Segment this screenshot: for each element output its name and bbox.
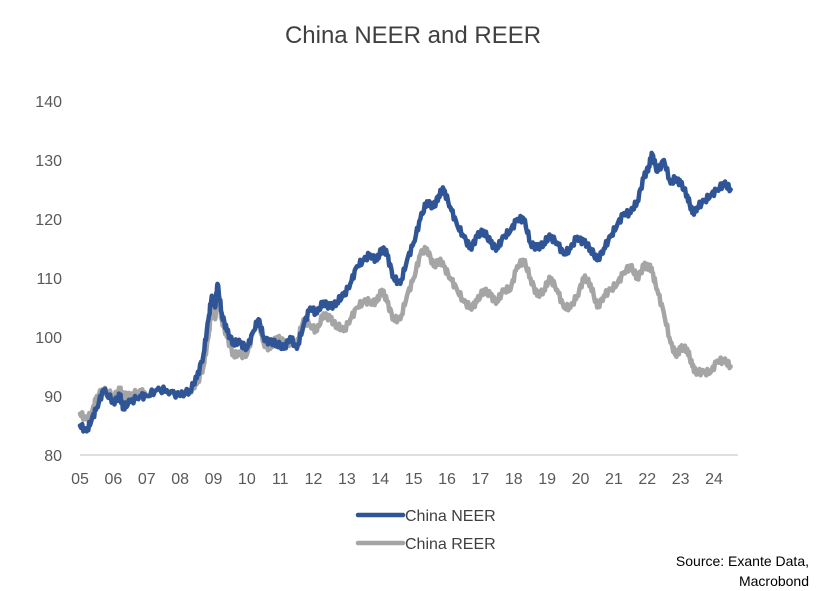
y-tick-label: 130 [35, 153, 62, 170]
legend-label-china-neer: China NEER [405, 508, 496, 525]
x-tick-label: 10 [238, 471, 256, 488]
y-tick-label: 120 [35, 212, 62, 229]
x-tick-label: 13 [338, 471, 356, 488]
x-tick-label: 12 [305, 471, 323, 488]
source-line-2: Macrobond [738, 573, 809, 589]
x-tick-label: 06 [104, 471, 122, 488]
x-tick-label: 22 [638, 471, 656, 488]
x-axis: 05 06 07 08 09 10 11 12 13 14 15 16 17 18 19 20 21 22 23 24 [71, 454, 738, 488]
legend-label-china-reer: China REER [405, 536, 496, 553]
chart-title: China NEER and REER [285, 22, 541, 49]
x-tick-label: 11 [272, 471, 289, 488]
x-tick-label: 16 [438, 471, 456, 488]
x-tick-label: 23 [672, 471, 690, 488]
x-tick-label: 09 [205, 471, 223, 488]
y-tick-label: 110 [36, 271, 62, 288]
y-tick-label: 90 [44, 389, 62, 406]
x-tick-label: 07 [138, 471, 156, 488]
series-line-china-neer [77, 150, 733, 434]
x-tick-label: 17 [472, 471, 490, 488]
x-tick-label: 20 [572, 471, 590, 488]
x-tick-label: 14 [371, 471, 389, 488]
y-tick-label: 140 [35, 94, 62, 111]
x-tick-label: 08 [171, 471, 189, 488]
y-tick-label: 80 [44, 448, 62, 465]
x-tick-label: 24 [705, 471, 723, 488]
x-tick-label: 19 [538, 471, 556, 488]
x-tick-label: 15 [405, 471, 423, 488]
y-axis: 80 90 100 110 120 130 140 [35, 94, 62, 465]
source-line-1: Source: Exante Data, [675, 553, 809, 569]
series-layer [77, 150, 733, 434]
y-tick-label: 100 [35, 330, 62, 347]
legend: China NEER China REER [355, 508, 496, 553]
x-tick-label: 18 [505, 471, 523, 488]
x-tick-label: 05 [71, 471, 89, 488]
source-note: Source: Exante Data, Macrobond [676, 551, 809, 591]
x-tick-label: 21 [605, 471, 623, 488]
